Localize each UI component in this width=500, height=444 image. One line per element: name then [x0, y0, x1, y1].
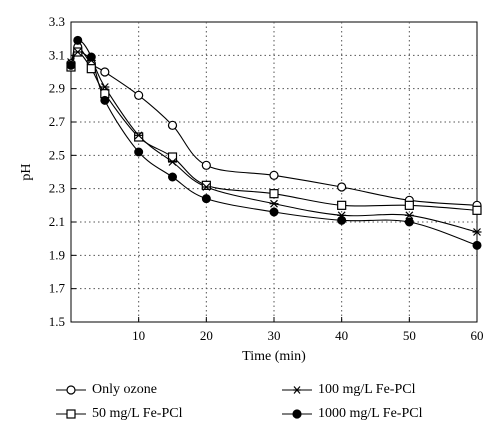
data-point-open-circle [337, 182, 347, 192]
data-point-filled-circle [66, 60, 76, 70]
data-point-filled-circle [168, 172, 177, 182]
data-point-open-circle [201, 160, 211, 170]
y-tick-label: 2.1 [49, 214, 65, 229]
data-point-filled-circle [269, 207, 279, 217]
y-tick-label: 1.5 [49, 314, 65, 329]
data-point-star [168, 158, 177, 166]
y-axis-label: pH [19, 163, 34, 180]
legend-marker-filled-circle-icon [282, 409, 312, 419]
y-tick-label: 3.1 [49, 47, 65, 62]
x-tick-label: 60 [471, 328, 484, 343]
y-tick-label: 1.9 [49, 247, 65, 262]
data-point-filled-circle [472, 240, 482, 250]
chart-legend: Only ozone 50 mg/L Fe-PCl 100 mg/L Fe-PC… [0, 372, 500, 442]
y-tick-label: 2.9 [49, 81, 65, 96]
y-axis-ticks: 1.5 1.7 1.9 2.1 2.3 2.5 2.7 2.9 3.1 3.3 [49, 14, 76, 329]
data-point-filled-circle [404, 217, 414, 227]
data-point-open-square [86, 64, 96, 74]
data-point-filled-circle [100, 95, 110, 105]
data-point-filled-circle [73, 35, 83, 45]
data-point-star [134, 131, 144, 140]
legend-item-1000mg: 1000 mg/L Fe-PCl [282, 404, 423, 424]
data-point-open-square [337, 200, 347, 210]
legend-marker-open-circle-icon [56, 385, 86, 395]
data-point-open-circle [100, 67, 110, 77]
data-point-star [100, 83, 110, 91]
x-tick-label: 30 [268, 328, 281, 343]
data-point-open-circle [167, 120, 178, 130]
line-chart: 1.5 1.7 1.9 2.1 2.3 2.5 2.7 2.9 3.1 3.3 10 20 30 40 5… [19, 14, 484, 364]
x-tick-label: 20 [200, 328, 213, 343]
y-tick-label: 2.3 [49, 181, 65, 196]
y-tick-label: 2.7 [49, 114, 66, 129]
data-point-star [201, 183, 211, 191]
legend-label: 50 mg/L Fe-PCl [92, 406, 183, 421]
y-tick-label: 3.3 [49, 14, 65, 29]
data-point-open-square [134, 132, 144, 142]
data-point-filled-circle [134, 147, 144, 157]
data-point-star [472, 228, 482, 236]
series-markers [66, 35, 482, 250]
series-line-3 [70, 39, 478, 246]
data-point-open-square [472, 205, 482, 215]
data-point-star [73, 48, 83, 56]
y-tick-label: 1.7 [49, 281, 66, 296]
data-point-filled-circle [337, 215, 347, 225]
x-axis-label: Time (min) [242, 349, 306, 364]
data-point-star [269, 199, 279, 208]
y-tick-label: 2.5 [49, 147, 65, 162]
legend-label: 1000 mg/L Fe-PCl [318, 406, 423, 421]
data-point-open-square [269, 189, 279, 199]
legend-marker-open-square-icon [56, 409, 86, 419]
data-point-star [404, 211, 414, 220]
legend-item-only-ozone: Only ozone [56, 380, 157, 400]
data-point-open-circle [269, 170, 279, 180]
series-line-2 [70, 51, 478, 233]
data-point-filled-circle [86, 52, 96, 62]
legend-item-100mg: 100 mg/L Fe-PCl [282, 380, 416, 400]
legend-marker-star-icon [282, 386, 312, 394]
data-point-filled-circle [201, 194, 211, 204]
data-point-open-square [404, 200, 414, 210]
x-tick-label: 50 [403, 328, 416, 343]
data-point-open-circle [134, 90, 144, 100]
x-tick-label: 10 [132, 328, 145, 343]
legend-label: 100 mg/L Fe-PCl [318, 382, 416, 397]
data-point-open-square [167, 152, 178, 162]
x-axis-ticks: 10 20 30 40 50 60 [132, 317, 484, 343]
legend-item-50mg: 50 mg/L Fe-PCl [56, 404, 183, 424]
data-point-open-square [201, 180, 211, 190]
x-tick-label: 40 [335, 328, 348, 343]
legend-label: Only ozone [92, 382, 157, 397]
